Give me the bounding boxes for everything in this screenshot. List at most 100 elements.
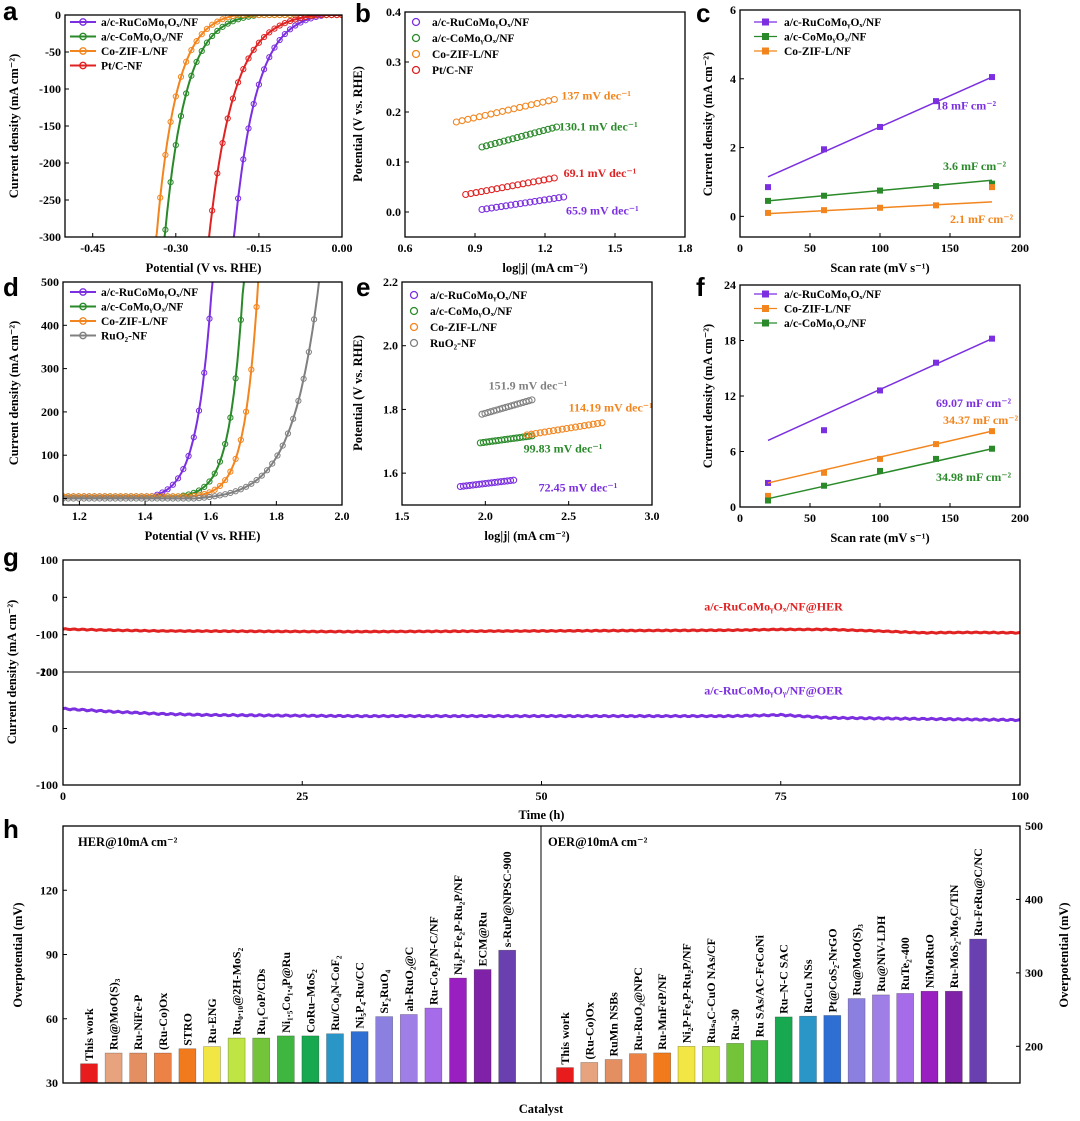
series-marker (248, 366, 255, 373)
y-tick-label: 0 (53, 492, 59, 506)
slope-label: 69.1 mV dec⁻¹ (564, 166, 637, 180)
data-point (548, 124, 556, 132)
series-marker (227, 468, 234, 475)
bar-label: Ru/Co₄N-CoF₂ (328, 955, 342, 1031)
data-point (821, 146, 827, 153)
y-tick-label: 2.0 (383, 339, 398, 353)
legend-entry: Co-ZIF-L/NF (784, 304, 851, 316)
bar-label: Ni₅P₄-Ru/CC (353, 962, 367, 1029)
legend-marker (79, 331, 87, 340)
series-marker (260, 33, 268, 41)
bar-label: ah-RuO₂@C (402, 947, 416, 1012)
x-tick-label: 50 (804, 241, 816, 255)
y-tick-label: 0 (52, 722, 58, 736)
chart-b: 65.9 mV dec⁻¹ 130.1 mV dec⁻¹ 137 mV dec⁻¹ 6… (351, 5, 693, 275)
series-marker (222, 477, 229, 484)
panel-letter: b (355, 0, 371, 28)
cdl-label: 3.6 mF cm⁻² (943, 159, 1007, 173)
data-point (554, 426, 562, 434)
data-point (545, 175, 553, 183)
series-marker (255, 81, 262, 88)
bar-label: s-RuP@NPSC-900 (500, 851, 514, 947)
chart-d: 1.2 1.4 1.6 1.8 2.0 Potential (V vs. RHE) 0 100… (7, 275, 350, 543)
x-tick-label: 100 (871, 511, 889, 525)
y-tick-label: 400 (1025, 892, 1043, 906)
series-marker (292, 22, 299, 29)
data-point (521, 102, 530, 110)
bar-label: This work (82, 1008, 96, 1061)
series-curve (155, 15, 342, 237)
series-marker (193, 58, 200, 65)
bar (556, 1067, 574, 1084)
x-axis-label: Scan rate (mV s⁻¹) (830, 261, 929, 275)
series-marker (323, 15, 330, 19)
data-point (497, 203, 505, 211)
series-marker (266, 54, 273, 61)
bar (301, 1035, 320, 1084)
data-point (458, 117, 466, 125)
data-point (821, 427, 827, 434)
bar (750, 1040, 769, 1084)
series-marker (209, 21, 216, 28)
series-marker (209, 207, 216, 214)
series-marker (198, 31, 205, 38)
data-point (558, 425, 566, 433)
y-tick-label: 90 (46, 948, 58, 962)
data-point (487, 110, 495, 118)
bar-label: Ru₁CoP/CDs (254, 968, 268, 1035)
bar-label: RuMn NSBs (607, 992, 621, 1057)
series-marker (162, 226, 169, 233)
series-marker (214, 27, 221, 34)
series-marker (245, 15, 252, 19)
series-marker (211, 470, 218, 477)
data-point (821, 469, 827, 476)
legend-marker (411, 17, 421, 27)
panel-letter: d (3, 272, 19, 302)
data-point (598, 419, 606, 427)
y-tick-label: 100 (40, 553, 58, 567)
legend-entry: Co-ZIF-L/NF (101, 316, 168, 328)
data-point (539, 98, 547, 106)
x-tick-label: 2.0 (335, 509, 350, 523)
series-marker (253, 477, 260, 484)
x-tick-label: 200 (1011, 511, 1029, 525)
series-marker (250, 46, 257, 53)
data-point (462, 190, 470, 199)
y-tick-label: 500 (41, 275, 59, 289)
series-marker (211, 486, 218, 493)
y-tick-label: 0 (730, 500, 736, 514)
data-point (529, 178, 538, 186)
series-marker (255, 15, 262, 19)
series-marker (266, 29, 273, 36)
series-marker (193, 38, 200, 45)
y-tick-label: 24 (724, 278, 736, 292)
chart-e: 72.45 mV dec⁻¹ 99.83 mV dec⁻¹ 114.19 mV de… (351, 275, 660, 543)
x-tick-label: -0.30 (163, 241, 188, 255)
chart-title: OER@10mA cm⁻² (548, 835, 648, 849)
series-marker (235, 15, 242, 19)
data-point (765, 197, 771, 204)
panel-letter: f (696, 272, 705, 302)
data-point (492, 203, 500, 211)
series-marker (167, 179, 174, 186)
y-tick-label: 60 (46, 1012, 58, 1026)
y-axis-label: Overpotential (mV) (1057, 902, 1071, 1007)
x-tick-label: 1.2 (538, 241, 553, 255)
series-marker (164, 486, 171, 493)
y-tick-label: 2.2 (383, 275, 398, 289)
series-marker (269, 460, 276, 467)
bar-label: Ru-ENG (205, 998, 219, 1043)
series-marker (227, 489, 234, 497)
legend-marker (79, 302, 87, 311)
bar (969, 938, 987, 1084)
legend-entry: a/c-CoMoᵧOₓ/NF (430, 306, 513, 318)
bar (424, 1007, 443, 1084)
data-point (510, 105, 518, 113)
y-tick-label: -50 (45, 45, 61, 59)
y-tick-label: -250 (39, 193, 61, 207)
legend-marker (79, 61, 87, 70)
y-axis-label: Potential (V vs. RHE) (351, 335, 365, 451)
legend-entry: a/c-CoMoᵧOₓ/NF (101, 302, 184, 314)
bar-label: (Ru-Co)Ox (156, 993, 170, 1050)
bar-label: Ru@MoO(S)₃ (107, 978, 121, 1050)
